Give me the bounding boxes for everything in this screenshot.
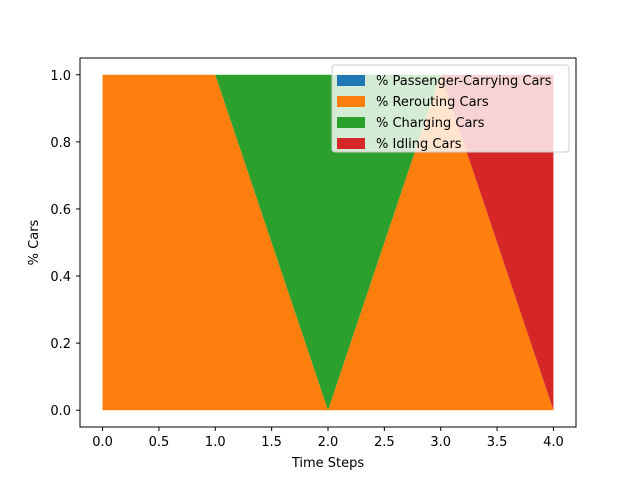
legend-box: [331, 64, 570, 153]
area-rerouting-cars: [102, 74, 554, 411]
x-tick-label: 1.5: [261, 435, 282, 450]
area-charging-cars: [102, 74, 554, 411]
x-tick-label: 3.5: [487, 435, 508, 450]
y-axis-label: % Cars: [27, 219, 42, 265]
x-tick-label: 2.5: [374, 435, 395, 450]
x-axis-label: Time Steps: [291, 456, 365, 471]
x-tick-label: 0.5: [149, 435, 170, 450]
x-tick-label: 4.0: [543, 435, 564, 450]
legend-swatch: [337, 138, 365, 149]
legend-label: % Passenger-Carrying Cars: [376, 74, 552, 89]
legend-label: % Idling Cars: [376, 137, 462, 152]
x-tick-label: 1.0: [205, 435, 226, 450]
legend-swatch: [337, 75, 365, 86]
legend-label: % Rerouting Cars: [376, 95, 489, 110]
legend: % Passenger-Carrying Cars % Rerouting Car…: [331, 64, 570, 153]
y-tick-label: 0.6: [50, 203, 71, 218]
y-tick-label: 0.0: [50, 404, 71, 419]
legend-swatch: [337, 96, 365, 107]
x-tick-label: 2.0: [318, 435, 339, 450]
y-tick-label: 0.8: [50, 136, 71, 151]
axes: 0.0 0.5 1.0 1.5 2.0 2.5 3.0 3.5 4.0 0.0 0.2 0.4 0.6 0…: [50, 57, 577, 450]
y-tick-label: 0.4: [50, 270, 71, 285]
legend-swatch: [337, 117, 365, 128]
x-tick-label: 3.0: [430, 435, 451, 450]
x-tick-label: 0.0: [92, 435, 113, 450]
y-tick-label: 1.0: [50, 69, 71, 84]
y-tick-label: 0.2: [50, 337, 71, 352]
legend-label: % Charging Cars: [376, 116, 485, 131]
